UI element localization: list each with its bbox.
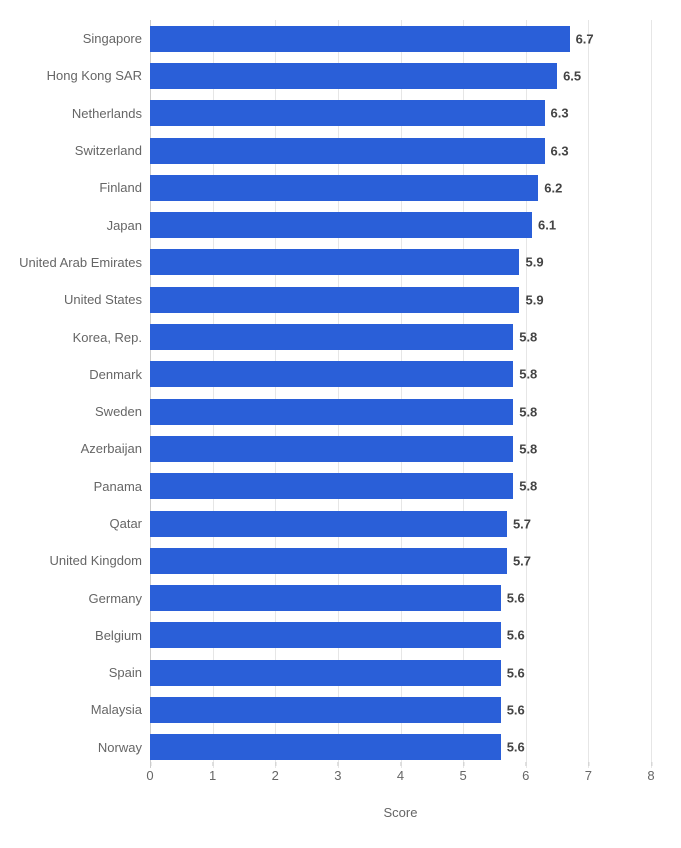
bar: 6.7	[150, 26, 570, 52]
category-label: Hong Kong SAR	[10, 68, 150, 83]
bar-value: 6.3	[545, 106, 569, 121]
bar: 5.8	[150, 436, 513, 462]
category-label: United States	[10, 292, 150, 307]
bar: 5.8	[150, 361, 513, 387]
bar-row: Hong Kong SAR6.5	[150, 57, 651, 94]
x-tick: 3	[334, 768, 341, 783]
bar: 5.8	[150, 473, 513, 499]
bar-row: Germany5.6	[150, 579, 651, 616]
bar: 6.3	[150, 138, 545, 164]
bar-row: Netherlands6.3	[150, 95, 651, 132]
chart-container: Singapore6.7Hong Kong SAR6.5Netherlands6…	[0, 0, 681, 848]
bar-value: 6.5	[557, 68, 581, 83]
x-tick: 0	[146, 768, 153, 783]
bar-row: Belgium5.6	[150, 617, 651, 654]
bar-row: Malaysia5.6	[150, 691, 651, 728]
bar-row: Panama5.8	[150, 468, 651, 505]
bar: 5.6	[150, 697, 501, 723]
bar-row: Finland6.2	[150, 169, 651, 206]
bar-row: Qatar5.7	[150, 505, 651, 542]
category-label: Singapore	[10, 31, 150, 46]
bar: 5.8	[150, 399, 513, 425]
x-tick: 6	[522, 768, 529, 783]
bar-value: 6.7	[570, 31, 594, 46]
category-label: Finland	[10, 180, 150, 195]
bar: 5.7	[150, 548, 507, 574]
bar-value: 5.6	[501, 665, 525, 680]
bar: 5.7	[150, 511, 507, 537]
bar-value: 5.6	[501, 591, 525, 606]
bar-value: 5.6	[501, 740, 525, 755]
bar-row: Switzerland6.3	[150, 132, 651, 169]
bar-row: United Arab Emirates5.9	[150, 244, 651, 281]
bar-value: 5.8	[513, 330, 537, 345]
category-label: Denmark	[10, 367, 150, 382]
x-tick: 2	[272, 768, 279, 783]
category-label: Korea, Rep.	[10, 330, 150, 345]
bar-value: 5.8	[513, 479, 537, 494]
bar: 5.6	[150, 622, 501, 648]
category-label: Norway	[10, 740, 150, 755]
grid-line	[651, 20, 652, 768]
bar: 5.9	[150, 287, 519, 313]
category-label: Netherlands	[10, 106, 150, 121]
bar-value: 5.6	[501, 702, 525, 717]
bar-value: 6.3	[545, 143, 569, 158]
bar-value: 6.1	[532, 218, 556, 233]
bar-value: 5.6	[501, 628, 525, 643]
bar-value: 5.8	[513, 441, 537, 456]
x-axis-label: Score	[384, 805, 418, 820]
category-label: Malaysia	[10, 702, 150, 717]
category-label: Germany	[10, 591, 150, 606]
plot-area: Singapore6.7Hong Kong SAR6.5Netherlands6…	[10, 20, 651, 798]
bar-value: 5.9	[519, 292, 543, 307]
bar-row: Norway5.6	[150, 729, 651, 766]
bar: 5.8	[150, 324, 513, 350]
x-axis-ticks: Score 012345678	[150, 768, 651, 798]
x-tick: 8	[647, 768, 654, 783]
bar-row: Japan6.1	[150, 206, 651, 243]
bar: 5.6	[150, 585, 501, 611]
category-label: Azerbaijan	[10, 441, 150, 456]
bar-value: 6.2	[538, 180, 562, 195]
category-label: Switzerland	[10, 143, 150, 158]
bar-row: Korea, Rep.5.8	[150, 318, 651, 355]
bar: 6.1	[150, 212, 532, 238]
bar: 6.2	[150, 175, 538, 201]
bar-row: Spain5.6	[150, 654, 651, 691]
bar: 5.9	[150, 249, 519, 275]
category-label: United Kingdom	[10, 553, 150, 568]
bar: 6.3	[150, 100, 545, 126]
category-label: Belgium	[10, 628, 150, 643]
x-tick: 4	[397, 768, 404, 783]
category-label: Japan	[10, 218, 150, 233]
bar-row: Sweden5.8	[150, 393, 651, 430]
bars-region: Singapore6.7Hong Kong SAR6.5Netherlands6…	[150, 20, 651, 768]
category-label: Panama	[10, 479, 150, 494]
category-label: Qatar	[10, 516, 150, 531]
bar: 5.6	[150, 660, 501, 686]
bar-value: 5.7	[507, 553, 531, 568]
x-tick: 1	[209, 768, 216, 783]
category-label: Sweden	[10, 404, 150, 419]
x-tick: 7	[585, 768, 592, 783]
bar-row: United States5.9	[150, 281, 651, 318]
bar-row: Denmark5.8	[150, 356, 651, 393]
x-tick: 5	[460, 768, 467, 783]
bar-row: United Kingdom5.7	[150, 542, 651, 579]
bar: 6.5	[150, 63, 557, 89]
category-label: Spain	[10, 665, 150, 680]
bar-row: Singapore6.7	[150, 20, 651, 57]
bar-row: Azerbaijan5.8	[150, 430, 651, 467]
bar-value: 5.9	[519, 255, 543, 270]
bar-value: 5.7	[507, 516, 531, 531]
bar: 5.6	[150, 734, 501, 760]
bar-value: 5.8	[513, 404, 537, 419]
bar-value: 5.8	[513, 367, 537, 382]
category-label: United Arab Emirates	[10, 255, 150, 270]
